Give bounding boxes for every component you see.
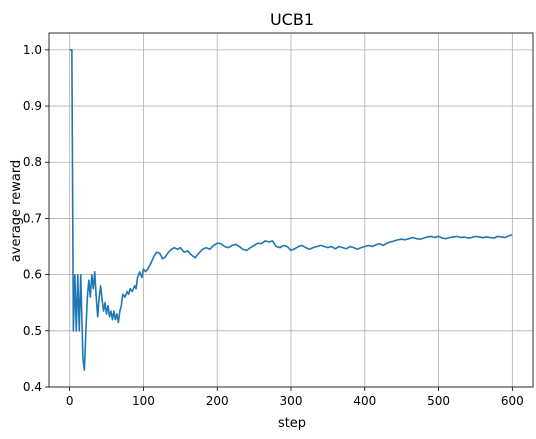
y-tick-label: 0.6 — [23, 268, 42, 282]
x-tick-label: 400 — [353, 394, 376, 408]
y-tick-label: 0.5 — [23, 324, 42, 338]
x-tick-label: 600 — [501, 394, 524, 408]
y-tick-label: 1.0 — [23, 43, 42, 57]
y-tick-label: 0.9 — [23, 99, 42, 113]
x-tick-label: 100 — [132, 394, 155, 408]
y-tick-label: 0.4 — [23, 380, 42, 394]
x-tick-label: 500 — [427, 394, 450, 408]
y-axis-label: average reward — [9, 160, 24, 262]
y-tick-label: 0.7 — [23, 211, 42, 225]
plot-area — [69, 49, 513, 371]
x-tick-label: 300 — [280, 394, 303, 408]
y-tick-label: 0.8 — [23, 155, 42, 169]
x-axis: 0 100 200 300 400 500 600 — [66, 387, 524, 408]
gridlines — [49, 33, 533, 388]
x-axis-label: step — [278, 416, 306, 431]
x-tick-label: 200 — [206, 394, 229, 408]
series-line — [69, 49, 513, 371]
x-tick-label: 0 — [66, 394, 74, 408]
chart-title: UCB1 — [270, 10, 314, 29]
y-axis: 0.4 0.5 0.6 0.7 0.8 0.9 1.0 — [23, 43, 49, 394]
